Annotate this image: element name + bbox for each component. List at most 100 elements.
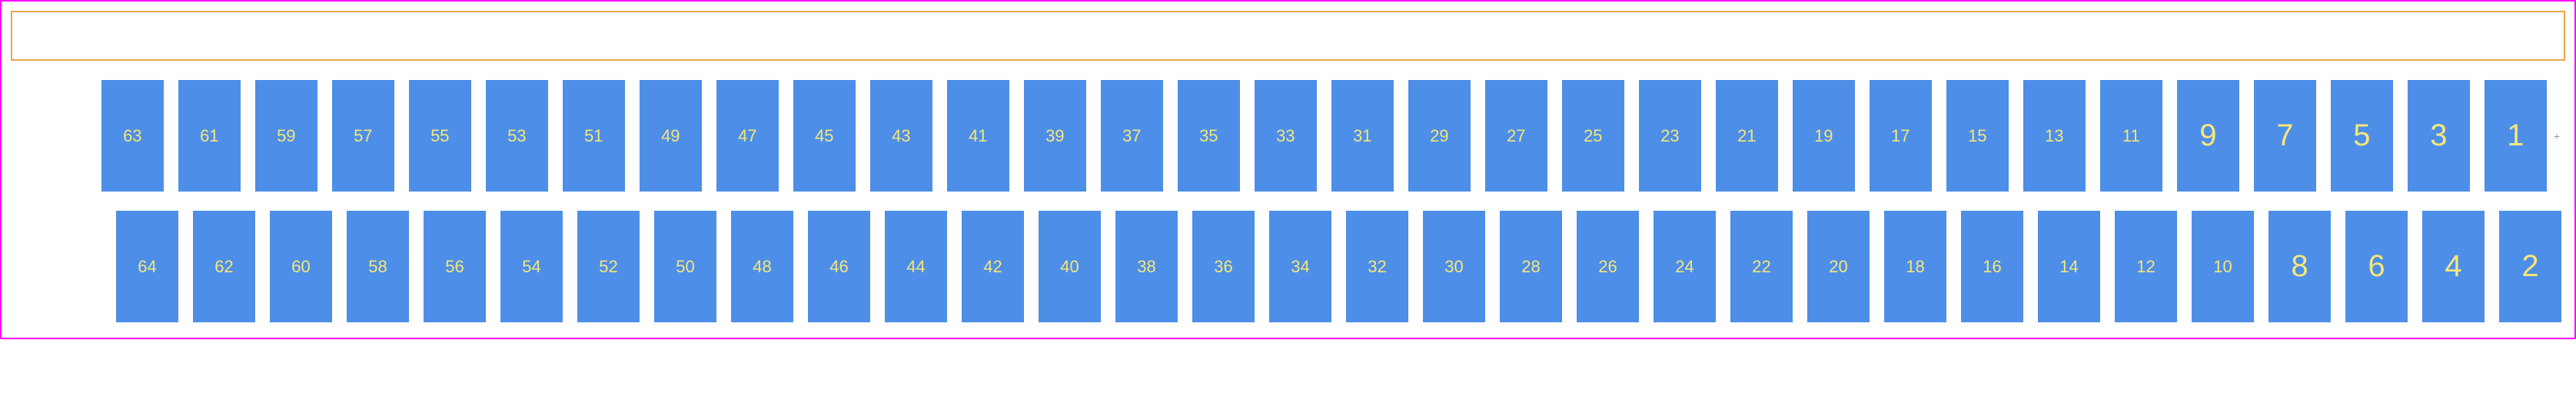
- pin-6: 6: [2345, 211, 2408, 322]
- pin-label: 52: [599, 257, 617, 277]
- pin-15: 15: [1946, 80, 2009, 192]
- pin-45: 45: [793, 80, 856, 192]
- pin-label: 30: [1444, 257, 1463, 277]
- origin-marker: +: [2554, 130, 2560, 142]
- pin-58: 58: [347, 211, 409, 322]
- pin-18: 18: [1884, 211, 1946, 322]
- pin-row-top: +135791113151719212325272931333537394143…: [15, 80, 2561, 192]
- pin-label: 64: [138, 257, 156, 277]
- pin-row-bottom: 2468101214161820222426283032343638404244…: [15, 211, 2561, 322]
- pin-label: 53: [507, 126, 526, 146]
- pin-label: 4: [2445, 249, 2461, 284]
- pin-50: 50: [654, 211, 716, 322]
- pin-label: 46: [829, 257, 848, 277]
- pin-11: 11: [2100, 80, 2162, 192]
- pin-label: 63: [123, 126, 141, 146]
- pin-label: 16: [1983, 257, 2001, 277]
- pin-48: 48: [731, 211, 793, 322]
- pin-label: 9: [2199, 118, 2216, 153]
- pin-55: 55: [409, 80, 471, 192]
- pin-label: 7: [2276, 118, 2293, 153]
- pin-14: 14: [2038, 211, 2100, 322]
- pin-8: 8: [2269, 211, 2331, 322]
- pin-rows-container: +135791113151719212325272931333537394143…: [11, 80, 2565, 322]
- pin-21: 21: [1716, 80, 1778, 192]
- pin-label: 24: [1675, 257, 1694, 277]
- pin-label: 54: [522, 257, 540, 277]
- pin-36: 36: [1192, 211, 1255, 322]
- pin-label: 26: [1598, 257, 1617, 277]
- pin-61: 61: [178, 80, 241, 192]
- pin-2: 2: [2499, 211, 2561, 322]
- pin-label: 20: [1829, 257, 1847, 277]
- pin-label: 23: [1660, 126, 1679, 146]
- pin-22: 22: [1730, 211, 1793, 322]
- pin-26: 26: [1577, 211, 1639, 322]
- pin-20: 20: [1807, 211, 1870, 322]
- pin-label: 22: [1752, 257, 1770, 277]
- pin-40: 40: [1039, 211, 1101, 322]
- pin-label: 37: [1122, 126, 1141, 146]
- pin-label: 14: [2059, 257, 2078, 277]
- pin-43: 43: [870, 80, 932, 192]
- pin-label: 21: [1737, 126, 1756, 146]
- pin-51: 51: [563, 80, 625, 192]
- pin-label: 8: [2291, 249, 2308, 284]
- pin-label: 58: [368, 257, 387, 277]
- pin-63: 63: [101, 80, 164, 192]
- pin-label: 13: [2045, 126, 2063, 146]
- pin-42: 42: [962, 211, 1024, 322]
- pin-39: 39: [1024, 80, 1086, 192]
- pin-35: 35: [1178, 80, 1240, 192]
- pin-17: 17: [1870, 80, 1932, 192]
- pin-label: 18: [1906, 257, 1924, 277]
- pin-label: 55: [430, 126, 449, 146]
- pin-7: 7: [2254, 80, 2316, 192]
- pin-3: 3: [2408, 80, 2470, 192]
- pin-32: 32: [1346, 211, 1408, 322]
- pin-31: 31: [1331, 80, 1394, 192]
- pin-label: 62: [214, 257, 233, 277]
- pin-label: 27: [1507, 126, 1525, 146]
- pin-label: 51: [584, 126, 603, 146]
- pin-49: 49: [640, 80, 702, 192]
- pin-label: 40: [1060, 257, 1079, 277]
- pin-label: 57: [354, 126, 372, 146]
- pin-41: 41: [947, 80, 1009, 192]
- pin-1: 1: [2485, 80, 2547, 192]
- pin-label: 41: [969, 126, 987, 146]
- pin-64: 64: [116, 211, 178, 322]
- pin-4: 4: [2422, 211, 2485, 322]
- pin-57: 57: [332, 80, 394, 192]
- pin-label: 50: [676, 257, 694, 277]
- pin-label: 60: [291, 257, 310, 277]
- pin-label: 15: [1968, 126, 1986, 146]
- pin-27: 27: [1485, 80, 1547, 192]
- pin-label: 28: [1521, 257, 1540, 277]
- pin-label: 61: [200, 126, 218, 146]
- top-contact-bar: [11, 11, 2565, 61]
- pin-19: 19: [1793, 80, 1855, 192]
- pin-label: 3: [2430, 118, 2447, 153]
- pin-label: 42: [983, 257, 1002, 277]
- pin-label: 34: [1291, 257, 1309, 277]
- pin-label: 49: [661, 126, 680, 146]
- pin-29: 29: [1408, 80, 1471, 192]
- pin-label: 59: [277, 126, 295, 146]
- pin-label: 31: [1353, 126, 1371, 146]
- pin-13: 13: [2023, 80, 2086, 192]
- pin-label: 19: [1814, 126, 1833, 146]
- pin-30: 30: [1423, 211, 1485, 322]
- pin-label: 11: [2122, 126, 2140, 146]
- pin-60: 60: [270, 211, 332, 322]
- diagram-frame: +135791113151719212325272931333537394143…: [0, 0, 2576, 339]
- pin-label: 44: [906, 257, 925, 277]
- pin-16: 16: [1961, 211, 2023, 322]
- pin-label: 32: [1368, 257, 1386, 277]
- pin-38: 38: [1115, 211, 1178, 322]
- pin-44: 44: [885, 211, 947, 322]
- pin-56: 56: [424, 211, 486, 322]
- pin-5: 5: [2331, 80, 2393, 192]
- pin-10: 10: [2192, 211, 2254, 322]
- pin-28: 28: [1500, 211, 1562, 322]
